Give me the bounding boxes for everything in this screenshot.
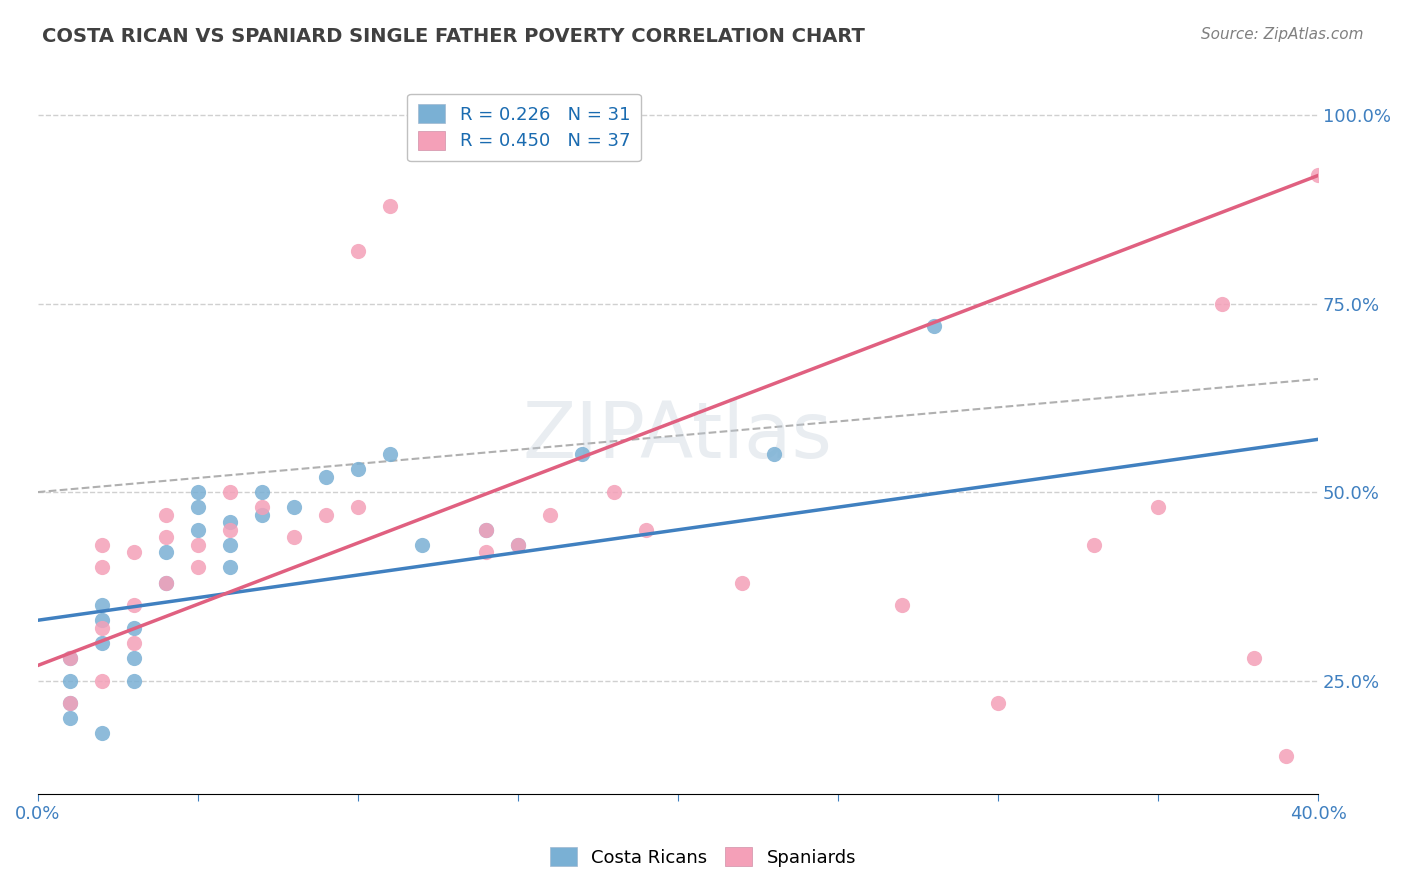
Point bbox=[155, 575, 177, 590]
Point bbox=[731, 575, 754, 590]
Point bbox=[155, 530, 177, 544]
Point bbox=[250, 485, 273, 500]
Point bbox=[538, 508, 561, 522]
Point bbox=[90, 538, 112, 552]
Text: ZIPAtlas: ZIPAtlas bbox=[523, 398, 832, 474]
Point bbox=[1275, 749, 1298, 764]
Point bbox=[59, 696, 82, 710]
Point bbox=[187, 485, 209, 500]
Point bbox=[218, 538, 240, 552]
Point bbox=[315, 508, 337, 522]
Point bbox=[122, 636, 145, 650]
Point bbox=[922, 319, 945, 334]
Point bbox=[1308, 169, 1330, 183]
Point bbox=[506, 538, 529, 552]
Point bbox=[90, 621, 112, 635]
Point bbox=[187, 538, 209, 552]
Point bbox=[90, 560, 112, 574]
Point bbox=[90, 613, 112, 627]
Point bbox=[378, 199, 401, 213]
Point bbox=[250, 500, 273, 515]
Point bbox=[283, 530, 305, 544]
Point bbox=[122, 651, 145, 665]
Point bbox=[315, 470, 337, 484]
Point bbox=[634, 523, 657, 537]
Point bbox=[59, 673, 82, 688]
Point bbox=[346, 462, 368, 476]
Point bbox=[346, 244, 368, 258]
Point bbox=[1083, 538, 1105, 552]
Point bbox=[59, 696, 82, 710]
Point bbox=[155, 508, 177, 522]
Point bbox=[218, 560, 240, 574]
Point bbox=[506, 538, 529, 552]
Point bbox=[122, 545, 145, 559]
Point bbox=[90, 726, 112, 740]
Point bbox=[122, 621, 145, 635]
Point bbox=[1211, 296, 1233, 310]
Point bbox=[603, 485, 626, 500]
Point bbox=[250, 508, 273, 522]
Point bbox=[59, 651, 82, 665]
Point bbox=[187, 560, 209, 574]
Point bbox=[475, 545, 498, 559]
Point bbox=[187, 500, 209, 515]
Point bbox=[90, 636, 112, 650]
Point bbox=[59, 651, 82, 665]
Point bbox=[155, 575, 177, 590]
Point bbox=[90, 673, 112, 688]
Point bbox=[187, 523, 209, 537]
Legend: Costa Ricans, Spaniards: Costa Ricans, Spaniards bbox=[543, 840, 863, 874]
Point bbox=[1243, 651, 1265, 665]
Point bbox=[90, 598, 112, 612]
Point bbox=[155, 545, 177, 559]
Point bbox=[218, 515, 240, 529]
Legend: R = 0.226   N = 31, R = 0.450   N = 37: R = 0.226 N = 31, R = 0.450 N = 37 bbox=[408, 94, 641, 161]
Point bbox=[1147, 500, 1170, 515]
Point bbox=[987, 696, 1010, 710]
Text: COSTA RICAN VS SPANIARD SINGLE FATHER POVERTY CORRELATION CHART: COSTA RICAN VS SPANIARD SINGLE FATHER PO… bbox=[42, 27, 865, 45]
Point bbox=[346, 500, 368, 515]
Point bbox=[59, 711, 82, 725]
Point bbox=[762, 447, 785, 461]
Point bbox=[411, 538, 433, 552]
Point bbox=[218, 485, 240, 500]
Point bbox=[378, 447, 401, 461]
Point bbox=[218, 523, 240, 537]
Point bbox=[571, 447, 593, 461]
Point bbox=[122, 673, 145, 688]
Point bbox=[475, 523, 498, 537]
Point bbox=[475, 523, 498, 537]
Point bbox=[891, 598, 914, 612]
Point bbox=[122, 598, 145, 612]
Text: Source: ZipAtlas.com: Source: ZipAtlas.com bbox=[1201, 27, 1364, 42]
Point bbox=[283, 500, 305, 515]
